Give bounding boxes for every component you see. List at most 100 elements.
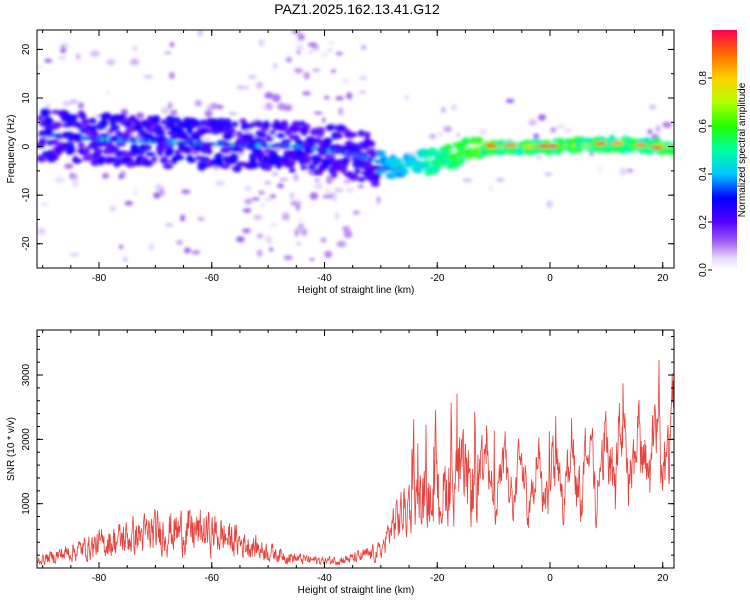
heatmap-cell [369,152,378,159]
heatmap-cell [258,39,265,47]
heatmap-cell [54,176,65,184]
heatmap-cell [101,172,110,179]
x-tick-label: 20 [657,273,669,284]
heatmap-cell [260,203,266,208]
heatmap-cell [335,95,344,101]
heatmap-cell [285,129,292,136]
heatmap-cell [158,188,165,197]
heatmap-cell [264,181,272,185]
heatmap-cell [40,202,49,206]
heatmap-cell [327,123,337,131]
heatmap-cell [330,170,338,179]
snr-ylabel: SNR (10 * v/v) [6,417,17,481]
heatmap-cell [271,93,281,102]
colorbar-tick-label: 0.4 [698,167,709,181]
heatmap-cell [300,165,309,171]
heatmap-cell [281,139,292,145]
heatmap-cell [301,123,311,130]
heatmap-cell [309,192,319,200]
heatmap-cell [68,114,79,119]
heatmap-cell [122,150,131,159]
y-tick-label: 3000 [21,363,32,386]
heatmap-cell [556,124,566,129]
heatmap-cell [461,137,471,145]
heatmap-cell [40,138,48,144]
heatmap-cell [308,163,316,171]
heatmap-cell [109,124,120,132]
heatmap-cell [269,223,279,227]
heatmap-cell [450,104,458,111]
heatmap-cell [44,58,53,63]
heatmap-cell [106,90,111,95]
heatmap-cell [495,177,505,182]
heatmap-cell [133,189,138,196]
heatmap-cell [307,42,317,48]
heatmap-cell [231,153,240,161]
heatmap-peak [546,144,559,148]
heatmap-cell [70,99,78,105]
heatmap-cell [76,122,83,130]
heatmap-cell [322,161,330,170]
heatmap-cell [357,184,364,188]
heatmap-cell [258,190,265,195]
heatmap-cell [72,157,83,164]
colorbar-gradient [712,30,737,270]
heatmap-cell [296,204,301,211]
heatmap-cell [336,125,347,133]
heatmap-cell [159,156,169,164]
x-tick-label: -60 [205,573,220,584]
heatmap-cell [394,158,403,165]
spectrogram-panel: -80 -60 -40 -20 0 20 20 10 0 -10 -20 Height of st… [6,29,675,296]
heatmap-cell [336,132,343,139]
heatmap-cell [204,110,213,117]
heatmap-cell [271,149,279,155]
y-tick-label: -10 [21,187,32,202]
heatmap-cell [109,205,116,212]
heatmap-cell [58,56,68,60]
heatmap-cell [162,163,174,170]
x-tick-label: -80 [92,273,107,284]
heatmap-cell [236,236,245,243]
heatmap-cell [124,200,133,206]
x-tick-label: -60 [205,273,220,284]
heatmap-cell [293,31,301,35]
heatmap-cell [298,218,303,222]
heatmap-cell [289,192,295,199]
heatmap-cell [244,85,250,90]
colorbar-tick-label: 0.2 [698,215,709,229]
heatmap-cell [236,85,246,90]
heatmap-cell [373,173,381,181]
heatmap-cell [118,244,124,250]
heatmap-cell [90,158,100,167]
heatmap-cell [376,169,387,175]
heatmap-cell [348,173,359,182]
heatmap-cell [371,178,380,186]
heatmap-cell [215,156,223,165]
heatmap-cell [290,200,299,207]
heatmap-cell [255,81,264,90]
heatmap-cell [215,180,225,186]
heatmap-cell [341,79,350,84]
x-tick-label: -40 [317,573,332,584]
heatmap-cell [272,62,278,69]
heatmap-cell [180,214,186,222]
heatmap-cell [251,197,260,201]
spectrogram-heatmap [37,30,674,262]
heatmap-cell [544,172,553,176]
heatmap-cell [225,122,234,129]
heatmap-cell [75,53,81,60]
heatmap-cell [342,225,351,233]
snr-series-line [37,359,674,566]
heatmap-cell [143,75,154,79]
heatmap-cell [343,230,353,239]
heatmap-cell [264,235,272,242]
heatmap-cell [437,132,443,137]
heatmap-cell [327,48,333,52]
heatmap-cell [50,109,61,115]
heatmap-cell [534,155,544,159]
heatmap-cell [361,44,366,51]
heatmap-peak [634,143,647,147]
heatmap-cell [462,178,473,183]
spectrogram-y-ticks: 20 10 0 -10 -20 [21,43,674,269]
heatmap-cell [242,228,251,234]
